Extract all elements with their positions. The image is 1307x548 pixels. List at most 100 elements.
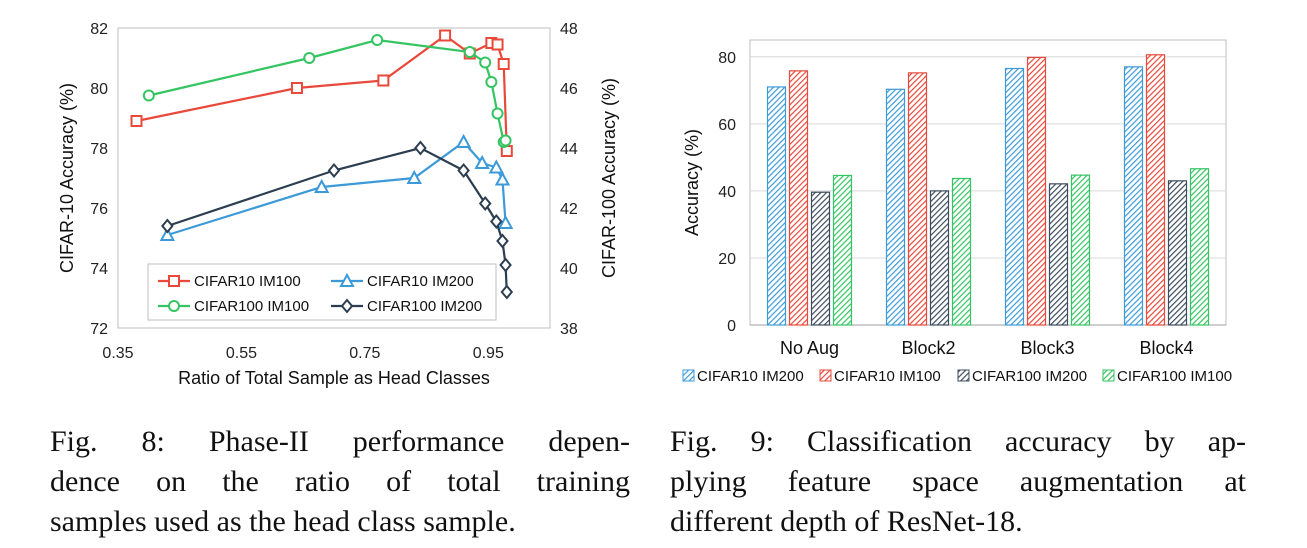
data-point <box>130 115 143 127</box>
bar <box>1026 56 1047 326</box>
bar <box>907 72 928 326</box>
series-line <box>167 140 507 237</box>
category-label: Block4 <box>1139 338 1193 358</box>
legend-label: CIFAR10 IM200 <box>697 368 804 385</box>
data-point <box>303 52 316 64</box>
legend-label: CIFAR10 IM100 <box>194 273 301 290</box>
data-point <box>371 34 384 46</box>
data-point <box>485 76 498 88</box>
legend-label: CIFAR10 IM200 <box>367 273 474 290</box>
x-tick-label: 0.75 <box>349 345 380 362</box>
y-tick-label: 60 <box>718 117 736 134</box>
legend-label: CIFAR100 IM100 <box>194 298 309 315</box>
bar <box>766 86 787 326</box>
data-point <box>497 58 510 70</box>
data-point <box>142 89 155 102</box>
y2-tick-label: 46 <box>560 81 578 98</box>
data-point <box>491 107 504 120</box>
data-point <box>488 159 504 174</box>
data-point <box>463 46 476 58</box>
caption-line: Fig. 9: Classification accuracy by ap- <box>670 425 1246 458</box>
bar <box>788 70 809 326</box>
legend-marker <box>340 298 354 314</box>
caption-line: different depth of ResNet-18. <box>670 505 1023 538</box>
figure-9-caption: Fig. 9: Classification accuracy by ap- p… <box>670 422 1246 542</box>
legend-label: CIFAR10 IM100 <box>834 368 941 385</box>
bar <box>1048 183 1069 326</box>
caption-line: dence on the ratio of total training <box>50 465 630 498</box>
data-point <box>161 218 174 234</box>
plot-area-frame <box>117 27 551 329</box>
bar-chart-fig9: 0 20 40 60 80 Accuracy (%) No Aug Block2 Block3 B… <box>682 39 1232 385</box>
legend-label: CIFAR100 IM200 <box>972 368 1087 385</box>
y-tick-label: 80 <box>718 50 736 67</box>
legend-swatch <box>1102 369 1115 382</box>
bar <box>929 190 950 326</box>
y-tick-label: 76 <box>90 201 108 218</box>
bar <box>1167 180 1188 326</box>
y-tick-label: 78 <box>90 141 108 158</box>
y2-tick-label: 48 <box>560 21 578 38</box>
caption-line: samples used as the head class sample. <box>50 505 516 538</box>
y2-tick-label: 44 <box>560 141 578 158</box>
y-axis-label: Accuracy (%) <box>682 129 702 236</box>
data-point <box>491 38 504 51</box>
caption-line: Fig. 8: Phase-II performance depen- <box>50 425 630 458</box>
bar <box>1145 54 1166 326</box>
data-point <box>377 74 390 87</box>
legend-marker <box>168 275 180 287</box>
data-point <box>490 213 503 230</box>
data-point <box>494 171 511 186</box>
bar <box>1189 168 1210 326</box>
bar <box>1070 174 1091 326</box>
series-line <box>136 34 508 152</box>
legend-label: CIFAR100 IM100 <box>1117 368 1232 385</box>
data-point <box>439 29 452 42</box>
legend-swatch <box>819 369 832 382</box>
y2-tick-label: 42 <box>560 201 578 218</box>
x-tick-label: 0.95 <box>473 345 504 362</box>
data-point <box>414 140 427 156</box>
y2-tick-label: 40 <box>560 261 578 278</box>
y-tick-label: 74 <box>90 261 108 278</box>
data-point <box>478 195 492 212</box>
data-point <box>290 82 303 94</box>
y-tick-label: 0 <box>727 318 736 335</box>
data-point <box>313 178 330 193</box>
data-point <box>327 162 341 179</box>
legend-swatch <box>957 369 970 382</box>
data-point <box>496 233 509 249</box>
y2-tick-label: 38 <box>560 321 578 338</box>
x-tick-label: 0.35 <box>102 345 133 362</box>
line-chart-fig8: 72 74 76 78 80 82 38 40 42 44 46 48 0.35 0.55 0.75 0.95… <box>57 21 619 388</box>
bar <box>832 174 853 326</box>
y-tick-label: 40 <box>718 184 736 201</box>
legend-label: CIFAR100 IM200 <box>367 298 482 315</box>
legend-marker <box>168 300 180 312</box>
figure-8-caption: Fig. 8: Phase-II performance depen- denc… <box>50 422 630 542</box>
legend-marker <box>339 272 355 287</box>
caption-line: plying feature space augmentation at <box>670 465 1246 498</box>
y-tick-label: 20 <box>718 251 736 268</box>
bar <box>810 191 831 326</box>
data-point <box>455 133 472 148</box>
data-point <box>497 214 514 229</box>
category-label: No Aug <box>780 338 839 358</box>
data-point <box>406 169 422 184</box>
data-point <box>500 284 514 300</box>
y-axis-label: CIFAR-10 Accuracy (%) <box>57 83 77 273</box>
x-axis-label: Ratio of Total Sample as Head Classes <box>178 368 490 388</box>
bar <box>885 88 906 326</box>
data-point <box>499 134 512 147</box>
bar <box>1004 67 1025 326</box>
y-tick-label: 82 <box>90 21 108 38</box>
data-point <box>474 154 490 169</box>
x-tick-label: 0.55 <box>226 345 257 362</box>
series-line <box>148 38 507 144</box>
legend-swatch <box>682 369 695 382</box>
legend: CIFAR10 IM100 CIFAR10 IM200 CIFAR100 IM100… <box>147 263 497 321</box>
bar <box>1123 66 1144 326</box>
data-point <box>159 226 176 241</box>
bar <box>951 177 972 326</box>
